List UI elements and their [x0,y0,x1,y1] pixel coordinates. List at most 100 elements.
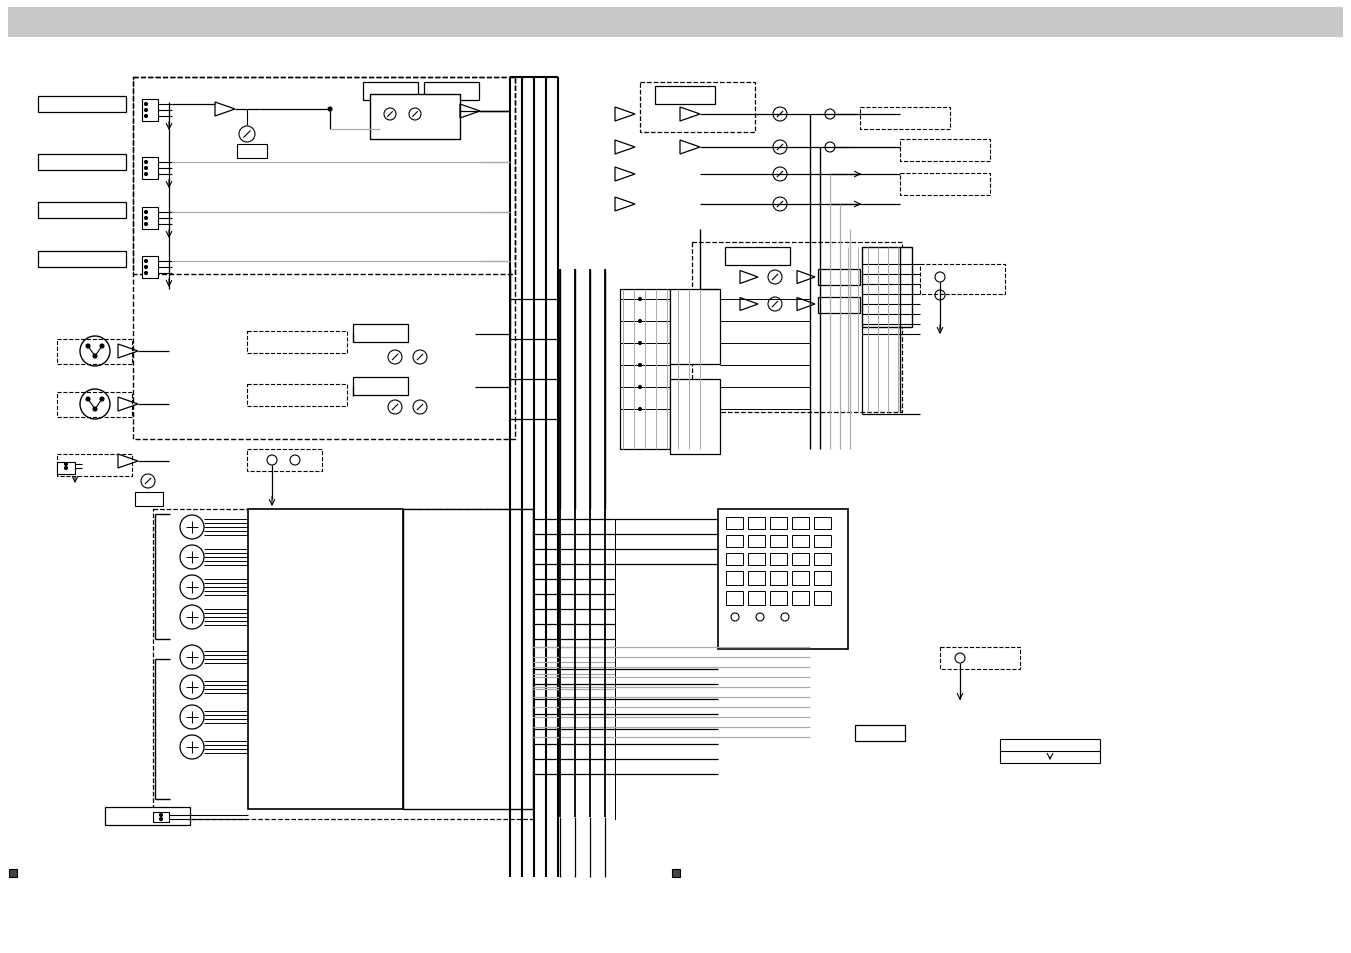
Bar [353,325,408,343]
Bar [670,290,720,365]
Bar [900,173,990,195]
Bar [817,270,861,286]
Circle shape [100,345,104,349]
Bar [142,100,158,122]
Bar [692,243,902,413]
Circle shape [639,342,642,345]
Bar [57,455,132,476]
Circle shape [639,320,642,323]
Circle shape [145,110,147,112]
Bar [9,869,18,877]
Bar [132,78,515,274]
Circle shape [145,103,147,107]
Bar [725,592,743,605]
Bar [655,87,715,105]
Circle shape [86,397,91,401]
Bar [38,252,126,268]
Bar [792,554,809,565]
Circle shape [159,818,162,821]
Bar [105,807,190,825]
Circle shape [328,108,332,112]
Bar [671,869,680,877]
Circle shape [93,355,97,358]
Bar [353,377,408,395]
Bar [236,145,267,159]
Bar [748,536,765,547]
Bar [620,290,670,450]
Circle shape [145,217,147,220]
Bar [770,592,788,605]
Bar [815,554,831,565]
Circle shape [145,168,147,171]
Circle shape [93,408,97,412]
Bar [135,493,163,506]
Bar [815,592,831,605]
Bar [57,393,132,417]
Bar [247,450,322,472]
Bar [725,554,743,565]
Bar [770,554,788,565]
Bar [792,592,809,605]
Bar [670,379,720,455]
Circle shape [639,408,642,411]
Circle shape [639,364,642,367]
Bar [8,8,1343,38]
Circle shape [145,161,147,164]
Bar [725,572,743,585]
Bar [132,78,515,439]
Bar [153,812,169,822]
Bar [900,140,990,162]
Bar [725,517,743,530]
Circle shape [65,467,68,470]
Bar [770,517,788,530]
Circle shape [639,386,642,389]
Bar [792,517,809,530]
Bar [861,108,950,130]
Bar [142,256,158,278]
Bar [142,158,158,180]
Bar [815,572,831,585]
Bar [792,536,809,547]
Bar [792,572,809,585]
Bar [247,385,347,407]
Bar [38,97,126,112]
Bar [640,83,755,132]
Circle shape [145,223,147,226]
Bar [57,462,76,475]
Bar [748,592,765,605]
Bar [920,265,1005,294]
Bar [142,208,158,230]
Bar [748,572,765,585]
Bar [817,297,861,314]
Circle shape [145,115,147,118]
Bar [424,83,480,101]
Bar [748,554,765,565]
Bar [770,572,788,585]
Bar [57,339,132,365]
Bar [38,154,126,171]
Circle shape [145,273,147,275]
Bar [370,95,459,140]
Circle shape [145,212,147,214]
Bar [725,536,743,547]
Circle shape [100,397,104,401]
Bar [38,203,126,219]
Bar [748,517,765,530]
Bar [717,510,848,649]
Bar [770,536,788,547]
Bar [815,517,831,530]
Bar [855,725,905,741]
Bar [247,332,347,354]
Bar [153,510,534,820]
Circle shape [145,266,147,269]
Circle shape [65,463,68,466]
Bar [363,83,417,101]
Bar [725,248,790,266]
Circle shape [145,260,147,263]
Circle shape [159,814,162,817]
Circle shape [86,345,91,349]
Circle shape [145,173,147,176]
Bar [249,510,403,809]
Bar [862,248,912,328]
Bar [815,536,831,547]
